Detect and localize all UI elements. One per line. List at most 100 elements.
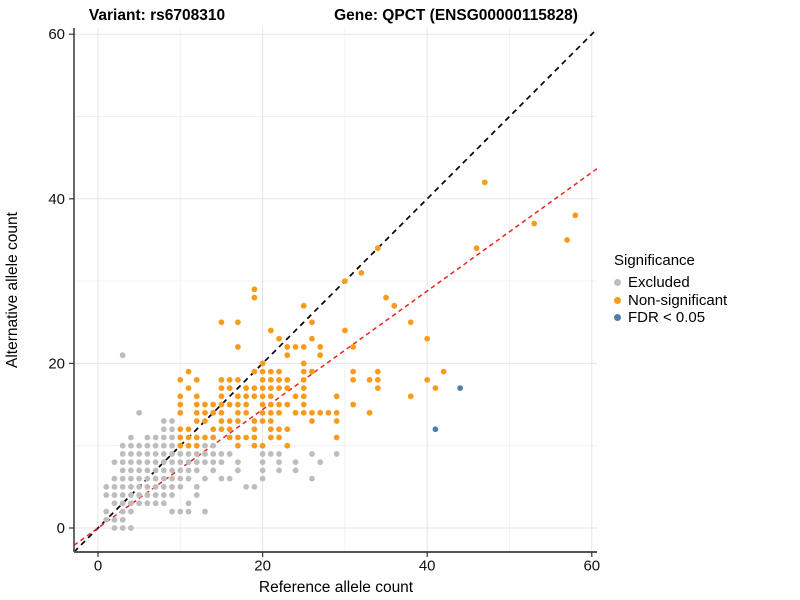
data-point: [300, 344, 307, 350]
data-point: [177, 409, 184, 416]
data-point: [144, 492, 151, 498]
data-point: [160, 426, 167, 433]
data-point: [136, 492, 143, 498]
data-point: [144, 434, 151, 441]
data-point: [226, 426, 233, 433]
data-point: [144, 459, 151, 466]
data-point: [177, 475, 184, 482]
data-point: [317, 352, 324, 359]
data-point: [136, 467, 143, 474]
data-point: [128, 483, 134, 490]
data-point: [111, 483, 118, 490]
data-point: [235, 442, 241, 449]
x-axis-title: Reference allele count: [259, 579, 414, 596]
data-point: [276, 401, 282, 408]
data-point: [119, 492, 126, 498]
data-point: [144, 500, 151, 507]
data-point: [333, 451, 340, 457]
y-tick-label: 40: [48, 191, 65, 208]
data-point: [193, 451, 200, 457]
reference-lines: [74, 28, 597, 552]
data-point: [202, 409, 208, 416]
data-point: [235, 418, 241, 424]
data-point: [160, 500, 167, 507]
data-point: [193, 483, 200, 490]
major-gridlines: [74, 28, 597, 552]
data-point: [185, 508, 192, 515]
data-point: [210, 451, 217, 457]
data-point: [235, 344, 241, 350]
x-tick-label: 60: [583, 557, 600, 574]
data-point: [210, 434, 217, 441]
data-point: [210, 401, 217, 408]
data-point: [218, 426, 225, 433]
data-point: [144, 467, 151, 474]
data-point: [259, 385, 266, 391]
data-point: [317, 459, 324, 466]
data-point: [218, 451, 225, 457]
data-point: [235, 434, 241, 441]
data-point: [309, 335, 315, 342]
data-point: [226, 401, 233, 408]
data-point: [160, 483, 167, 490]
data-point: [333, 409, 340, 416]
data-point: [292, 459, 299, 466]
data-point: [169, 483, 175, 490]
data-point: [202, 401, 208, 408]
data-point: [251, 426, 258, 433]
data-point: [210, 459, 217, 466]
y-tick-label: 0: [57, 520, 65, 537]
data-point: [243, 483, 250, 490]
data-point: [276, 335, 282, 342]
data-point: [235, 459, 241, 466]
data-point: [374, 368, 381, 375]
data-point: [309, 319, 315, 326]
data-point: [259, 360, 266, 367]
data-point: [160, 475, 167, 482]
data-point: [119, 500, 126, 507]
data-point: [276, 409, 282, 416]
data-point: [235, 409, 241, 416]
data-point: [177, 459, 184, 466]
data-point: [259, 442, 266, 449]
data-point: [119, 451, 126, 457]
data-point: [366, 376, 373, 383]
data-point: [267, 451, 274, 457]
data-point: [235, 401, 241, 408]
legend-item-fdr: FDR < 0.05: [612, 309, 798, 327]
data-point: [432, 385, 439, 391]
data-point: [185, 451, 192, 457]
legend-item-excluded: Excluded: [612, 274, 798, 292]
legend-item-non-significant: Non-significant: [612, 292, 798, 310]
data-point: [152, 483, 159, 490]
data-point: [128, 434, 134, 441]
data-point: [177, 508, 184, 515]
data-point: [259, 368, 266, 375]
data-point: [292, 409, 299, 416]
data-point: [235, 393, 241, 400]
data-point: [267, 418, 274, 424]
data-point: [210, 409, 217, 416]
data-point: [481, 179, 488, 186]
data-point: [218, 401, 225, 408]
data-point: [300, 409, 307, 416]
data-point: [218, 393, 225, 400]
data-point: [292, 344, 299, 350]
data-point: [366, 409, 373, 416]
data-point: [218, 475, 225, 482]
x-tick-label: 0: [94, 557, 102, 574]
data-point: [136, 451, 143, 457]
data-point: [235, 319, 241, 326]
data-point: [218, 385, 225, 391]
data-point: [111, 516, 118, 523]
data-point: [111, 525, 118, 531]
data-point: [267, 368, 274, 375]
data-point: [185, 368, 192, 375]
data-point: [128, 451, 134, 457]
data-point: [572, 212, 579, 219]
data-point: [267, 426, 274, 433]
data-point: [259, 475, 266, 482]
data-point: [284, 442, 291, 449]
data-point: [177, 426, 184, 433]
data-point: [564, 237, 570, 243]
